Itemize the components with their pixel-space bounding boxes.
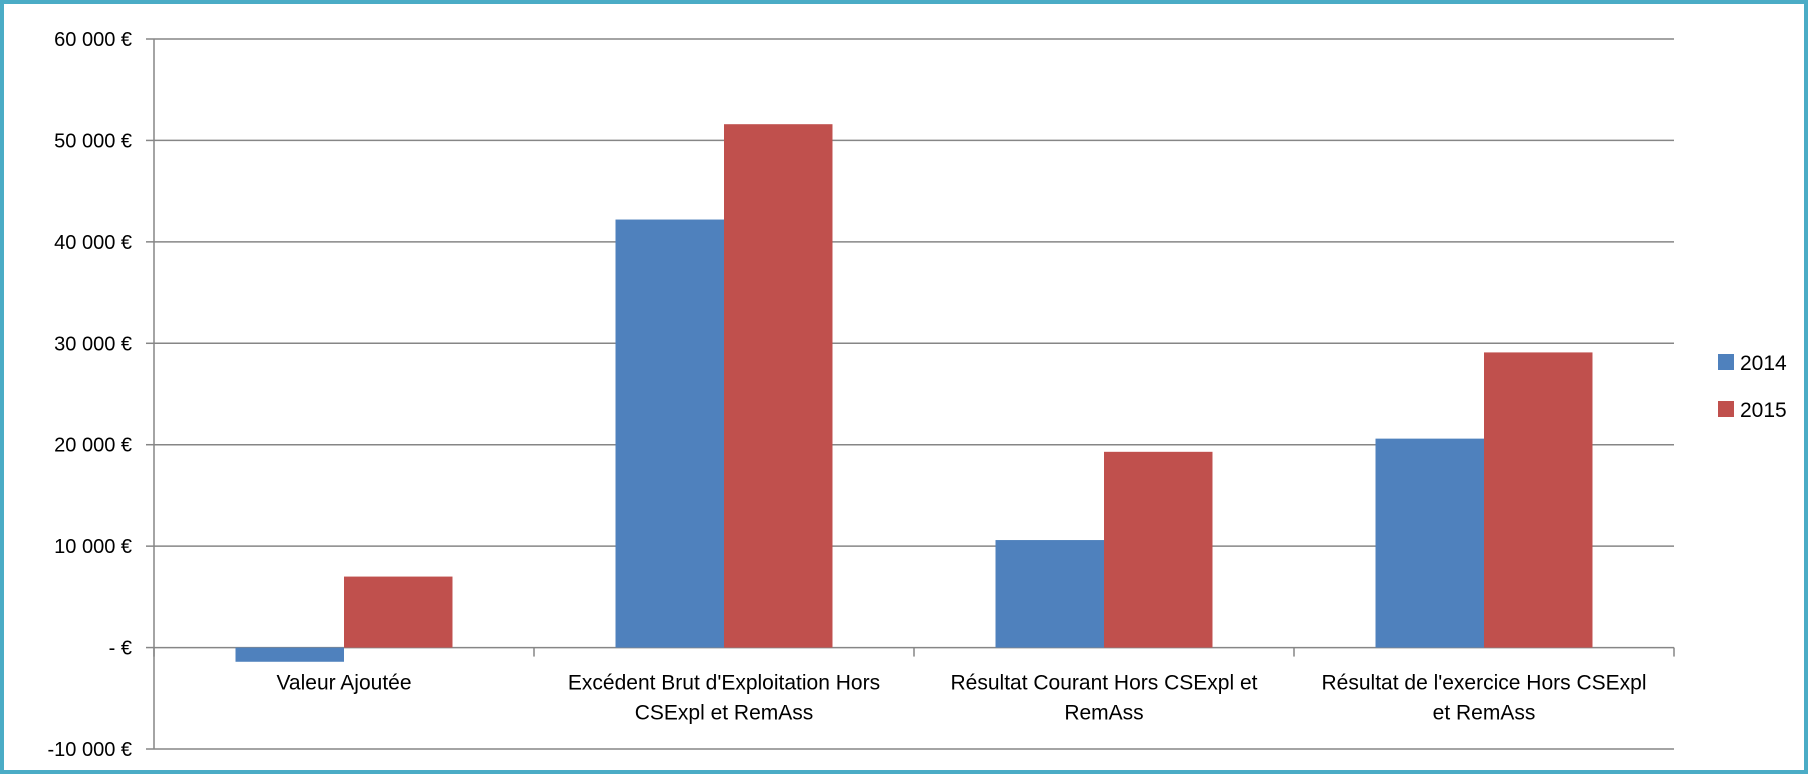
y-axis-tick-labels: 60 000 € 50 000 € 40 000 € 30 000 € 20 000 €… — [47, 29, 132, 761]
bar-2014 — [995, 540, 1104, 648]
x-tick-label: Résultat de l'exercice Hors CSExpl et Rem… — [1322, 672, 1647, 725]
bar-2015 — [1484, 352, 1593, 648]
bar-2015 — [724, 124, 833, 648]
bar-2014 — [615, 219, 724, 648]
y-tick-label: 10 000 € — [54, 536, 132, 558]
x-tick-label-line: et RemAss — [1433, 702, 1536, 725]
y-tick-label: -10 000 € — [47, 739, 132, 761]
x-tick-label-line: CSExpl et RemAss — [635, 702, 814, 725]
gridlines — [154, 38, 1674, 750]
y-tick-label: 50 000 € — [54, 130, 132, 152]
x-tick-label: Résultat Courant Hors CSExpl et RemAss — [951, 672, 1258, 725]
x-tick-label-line: Résultat de l'exercice Hors CSExpl — [1322, 672, 1647, 695]
bar-2015 — [344, 576, 453, 648]
y-tick-label: 60 000 € — [54, 29, 132, 51]
y-tick-label: 40 000 € — [54, 232, 132, 254]
x-tick-label-line: Excédent Brut d'Exploitation Hors — [568, 672, 880, 695]
bar-2014 — [235, 647, 344, 662]
bar-chart: 60 000 € 50 000 € 40 000 € 30 000 € 20 000 €… — [47, 29, 1787, 761]
y-tick-label: 20 000 € — [54, 435, 132, 457]
bar-2015 — [1104, 451, 1213, 648]
x-tick-label-line: Valeur Ajoutée — [276, 672, 411, 695]
x-tick-label-line: Résultat Courant Hors CSExpl et — [951, 672, 1258, 695]
bars — [235, 124, 1593, 662]
y-tick-label: - € — [109, 638, 132, 660]
bar-2014 — [1375, 438, 1484, 648]
x-tick-label-line: RemAss — [1064, 702, 1143, 725]
x-tick-label: Excédent Brut d'Exploitation Hors CSExpl … — [568, 672, 880, 725]
y-tick-label: 30 000 € — [54, 333, 132, 355]
x-tick-label: Valeur Ajoutée — [276, 672, 411, 695]
x-axis-tick-labels: Valeur Ajoutée Excédent Brut d'Exploitati… — [276, 672, 1646, 725]
legend-label-2015: 2015 — [1740, 399, 1787, 422]
legend: 2014 2015 — [1718, 352, 1787, 422]
legend-swatch-2014 — [1718, 354, 1734, 370]
legend-label-2014: 2014 — [1740, 352, 1787, 375]
legend-swatch-2015 — [1718, 401, 1734, 417]
